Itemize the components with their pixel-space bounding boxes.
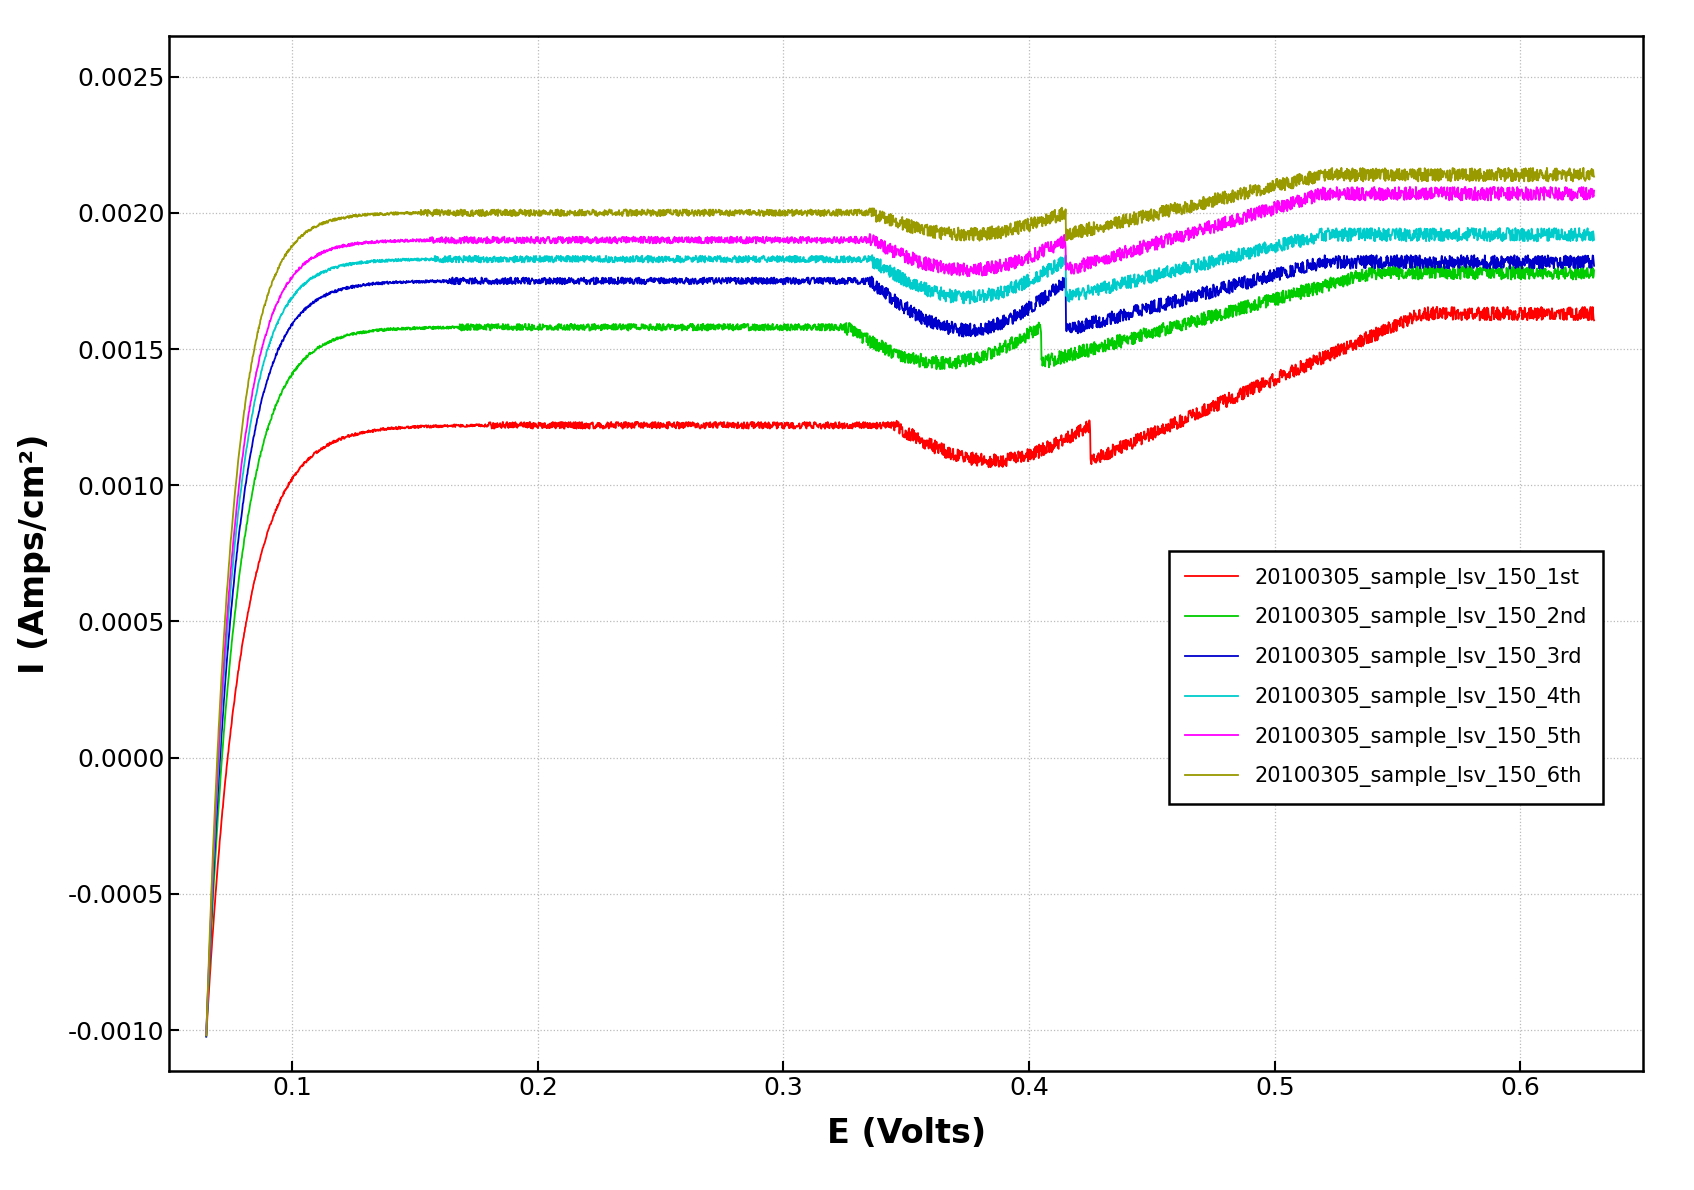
20100305_sample_lsv_150_5th: [1557, 183, 1577, 198]
20100305_sample_lsv_150_3rd: [197, 1029, 217, 1044]
20100305_sample_lsv_150_2nd: [728, 320, 749, 334]
20100305_sample_lsv_150_1st: [1426, 300, 1447, 314]
20100305_sample_lsv_150_5th: [1399, 180, 1420, 194]
20100305_sample_lsv_150_4th: [197, 1027, 217, 1041]
20100305_sample_lsv_150_1st: [354, 426, 374, 440]
20100305_sample_lsv_150_4th: [1557, 227, 1577, 242]
20100305_sample_lsv_150_1st: [728, 420, 749, 434]
20100305_sample_lsv_150_4th: [788, 253, 808, 268]
Line: 20100305_sample_lsv_150_6th: 20100305_sample_lsv_150_6th: [207, 168, 1594, 1035]
20100305_sample_lsv_150_2nd: [354, 326, 374, 340]
20100305_sample_lsv_150_5th: [788, 236, 808, 250]
20100305_sample_lsv_150_5th: [354, 236, 374, 250]
20100305_sample_lsv_150_1st: [1584, 313, 1604, 327]
20100305_sample_lsv_150_4th: [1408, 234, 1428, 249]
20100305_sample_lsv_150_4th: [1584, 232, 1604, 246]
20100305_sample_lsv_150_6th: [354, 208, 374, 223]
20100305_sample_lsv_150_6th: [437, 207, 457, 221]
20100305_sample_lsv_150_5th: [1408, 187, 1428, 201]
Legend: 20100305_sample_lsv_150_1st, 20100305_sample_lsv_150_2nd, 20100305_sample_lsv_15: 20100305_sample_lsv_150_1st, 20100305_sa…: [1169, 551, 1603, 804]
20100305_sample_lsv_150_6th: [1557, 165, 1577, 180]
20100305_sample_lsv_150_3rd: [728, 271, 749, 286]
20100305_sample_lsv_150_4th: [437, 250, 457, 264]
20100305_sample_lsv_150_6th: [1574, 161, 1594, 175]
20100305_sample_lsv_150_4th: [728, 256, 749, 270]
20100305_sample_lsv_150_2nd: [788, 317, 808, 331]
20100305_sample_lsv_150_3rd: [1387, 248, 1408, 262]
20100305_sample_lsv_150_3rd: [437, 275, 457, 289]
Y-axis label: I (Amps/cm²): I (Amps/cm²): [19, 433, 51, 674]
20100305_sample_lsv_150_3rd: [1584, 258, 1604, 273]
20100305_sample_lsv_150_2nd: [1557, 269, 1577, 283]
Line: 20100305_sample_lsv_150_5th: 20100305_sample_lsv_150_5th: [207, 187, 1594, 1035]
20100305_sample_lsv_150_1st: [197, 1028, 217, 1042]
20100305_sample_lsv_150_1st: [1408, 309, 1428, 324]
20100305_sample_lsv_150_4th: [354, 255, 374, 269]
20100305_sample_lsv_150_1st: [437, 419, 457, 433]
20100305_sample_lsv_150_2nd: [197, 1029, 217, 1044]
20100305_sample_lsv_150_2nd: [1426, 258, 1447, 273]
20100305_sample_lsv_150_3rd: [1408, 251, 1428, 265]
20100305_sample_lsv_150_2nd: [437, 320, 457, 334]
20100305_sample_lsv_150_6th: [1408, 165, 1428, 180]
20100305_sample_lsv_150_5th: [437, 233, 457, 248]
20100305_sample_lsv_150_2nd: [1408, 261, 1428, 275]
20100305_sample_lsv_150_3rd: [788, 277, 808, 292]
20100305_sample_lsv_150_3rd: [1557, 258, 1577, 273]
20100305_sample_lsv_150_6th: [197, 1028, 217, 1042]
20100305_sample_lsv_150_1st: [1557, 303, 1577, 318]
Line: 20100305_sample_lsv_150_2nd: 20100305_sample_lsv_150_2nd: [207, 265, 1594, 1036]
X-axis label: E (Volts): E (Volts): [827, 1116, 986, 1150]
20100305_sample_lsv_150_6th: [1584, 169, 1604, 183]
Line: 20100305_sample_lsv_150_3rd: 20100305_sample_lsv_150_3rd: [207, 255, 1594, 1036]
20100305_sample_lsv_150_2nd: [1584, 263, 1604, 277]
20100305_sample_lsv_150_5th: [728, 233, 749, 248]
20100305_sample_lsv_150_5th: [1584, 183, 1604, 198]
20100305_sample_lsv_150_3rd: [354, 278, 374, 293]
20100305_sample_lsv_150_5th: [197, 1028, 217, 1042]
20100305_sample_lsv_150_1st: [788, 419, 808, 433]
20100305_sample_lsv_150_4th: [1457, 220, 1477, 234]
20100305_sample_lsv_150_6th: [728, 206, 749, 220]
20100305_sample_lsv_150_6th: [788, 207, 808, 221]
Line: 20100305_sample_lsv_150_4th: 20100305_sample_lsv_150_4th: [207, 227, 1594, 1034]
Line: 20100305_sample_lsv_150_1st: 20100305_sample_lsv_150_1st: [207, 307, 1594, 1035]
